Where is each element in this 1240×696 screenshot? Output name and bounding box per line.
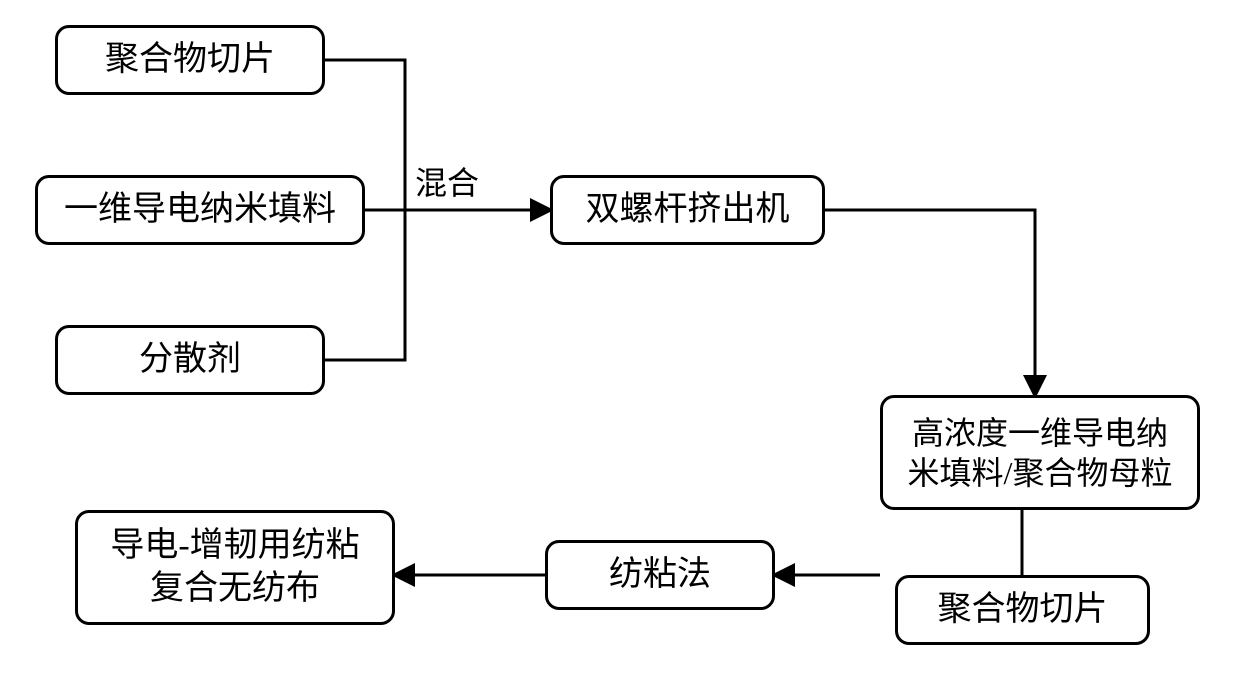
edge-label-mix: 混合 bbox=[415, 158, 479, 204]
node-label: 导电-增韧用纺粘复合无纺布 bbox=[110, 525, 359, 610]
node-label: 双螺杆挤出机 bbox=[586, 189, 790, 232]
node-1d-conductive-nanofiller: 一维导电纳米填料 bbox=[35, 175, 365, 245]
node-composite-nonwoven: 导电-增韧用纺粘复合无纺布 bbox=[75, 510, 395, 625]
node-masterbatch: 高浓度一维导电纳米填料/聚合物母粒 bbox=[880, 395, 1200, 510]
node-dispersant: 分散剂 bbox=[55, 325, 325, 395]
node-label: 分散剂 bbox=[139, 339, 241, 382]
flowchart-canvas: 聚合物切片 一维导电纳米填料 分散剂 双螺杆挤出机 高浓度一维导电纳米填料/聚合… bbox=[0, 0, 1240, 696]
node-polymer-chips-1: 聚合物切片 bbox=[55, 25, 325, 95]
node-polymer-chips-2: 聚合物切片 bbox=[895, 575, 1150, 645]
node-label: 聚合物切片 bbox=[938, 589, 1108, 632]
node-label: 一维导电纳米填料 bbox=[64, 189, 336, 232]
node-label: 高浓度一维导电纳米填料/聚合物母粒 bbox=[908, 413, 1173, 493]
node-label: 纺粘法 bbox=[609, 554, 711, 597]
node-twin-screw-extruder: 双螺杆挤出机 bbox=[550, 175, 825, 245]
node-spunbond-method: 纺粘法 bbox=[545, 540, 775, 610]
node-label: 聚合物切片 bbox=[105, 39, 275, 82]
